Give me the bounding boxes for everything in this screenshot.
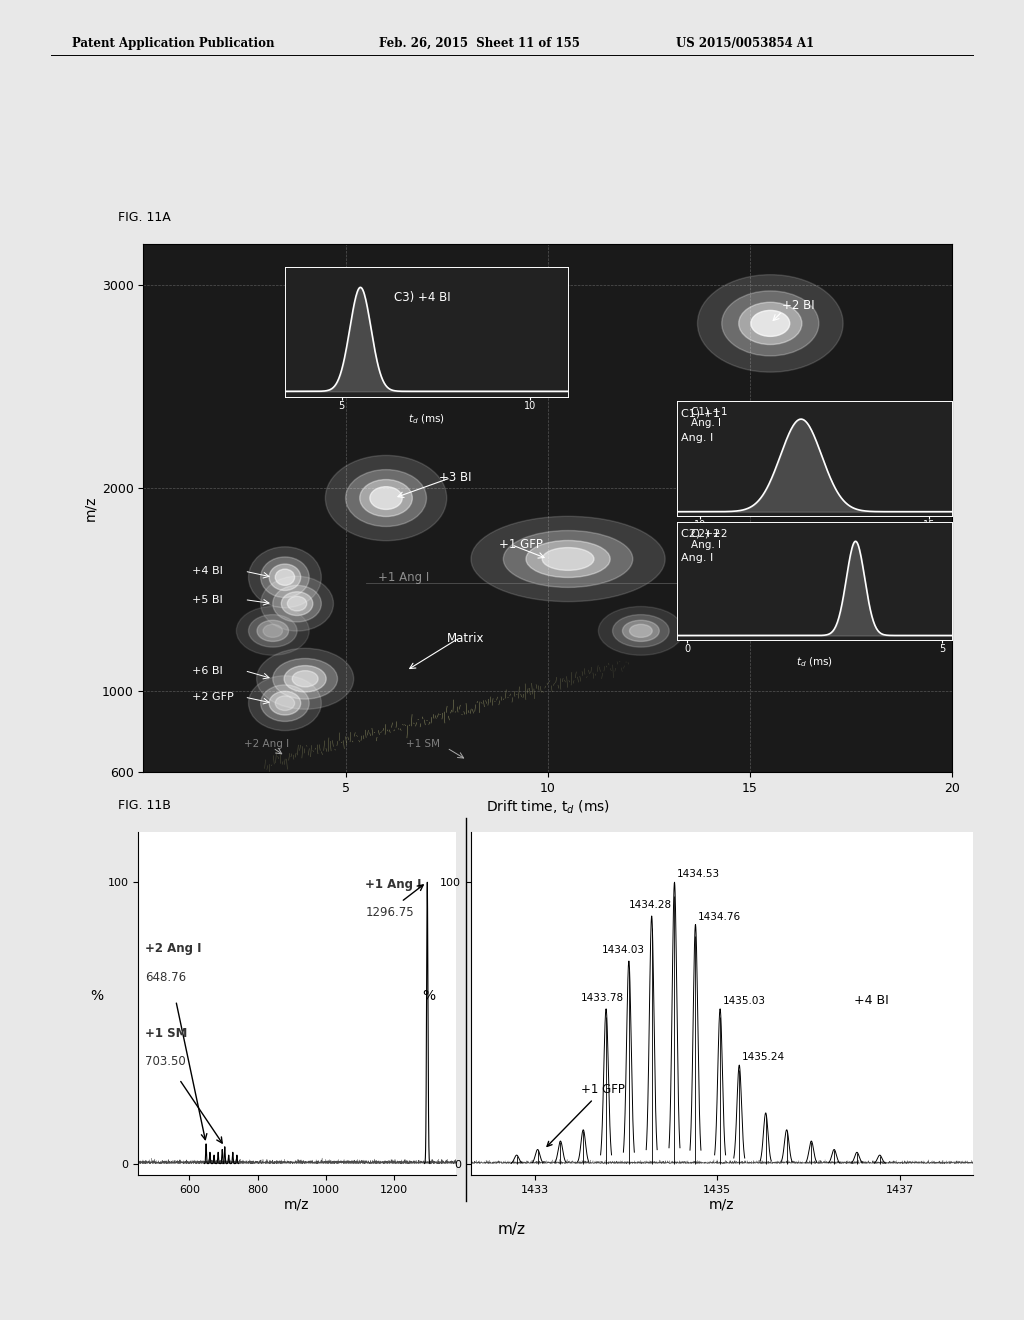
Ellipse shape: [504, 531, 633, 587]
Text: +4 BI: +4 BI: [191, 566, 223, 576]
Text: +1 Ang I: +1 Ang I: [378, 570, 429, 583]
Text: 1296.75: 1296.75: [366, 906, 414, 919]
Text: +1 GFP: +1 GFP: [500, 539, 543, 552]
Text: +1 SM: +1 SM: [145, 1027, 187, 1040]
Text: C1) +1: C1) +1: [681, 409, 720, 418]
Ellipse shape: [359, 479, 413, 516]
Ellipse shape: [263, 624, 283, 638]
Ellipse shape: [630, 624, 652, 638]
Text: C3) +4 BI: C3) +4 BI: [394, 290, 451, 304]
Text: 1434.76: 1434.76: [698, 912, 741, 921]
Ellipse shape: [334, 297, 398, 362]
Ellipse shape: [317, 281, 415, 379]
Text: +1 GFP: +1 GFP: [547, 1084, 625, 1146]
Text: +5 BI: +5 BI: [191, 594, 222, 605]
Text: +2 GFP: +2 GFP: [191, 692, 233, 702]
Y-axis label: m/z: m/z: [84, 495, 97, 521]
Ellipse shape: [272, 585, 322, 622]
Y-axis label: %: %: [90, 989, 103, 1003]
Ellipse shape: [345, 309, 387, 351]
Ellipse shape: [471, 516, 666, 602]
Ellipse shape: [292, 671, 318, 686]
Ellipse shape: [249, 676, 322, 730]
Ellipse shape: [722, 290, 819, 356]
Ellipse shape: [269, 564, 301, 590]
Ellipse shape: [237, 606, 309, 655]
Text: Patent Application Publication: Patent Application Publication: [72, 37, 274, 50]
Ellipse shape: [353, 317, 379, 342]
Ellipse shape: [623, 620, 659, 642]
Ellipse shape: [326, 455, 446, 541]
Ellipse shape: [275, 696, 295, 710]
Text: 1435.03: 1435.03: [723, 997, 766, 1006]
Text: 1434.53: 1434.53: [677, 870, 720, 879]
Ellipse shape: [346, 470, 427, 527]
Text: +2 Ang I: +2 Ang I: [245, 739, 290, 748]
Text: +6 BI: +6 BI: [191, 665, 222, 676]
Text: FIG. 11B: FIG. 11B: [118, 799, 171, 812]
Ellipse shape: [526, 540, 610, 577]
Text: +4 BI: +4 BI: [854, 994, 889, 1007]
Ellipse shape: [370, 487, 402, 510]
Text: Ang. I: Ang. I: [681, 433, 714, 444]
Ellipse shape: [598, 606, 683, 655]
X-axis label: Drift time, t$_d$ (ms): Drift time, t$_d$ (ms): [485, 799, 610, 817]
Text: 1434.03: 1434.03: [601, 945, 644, 956]
Text: 648.76: 648.76: [145, 970, 186, 983]
Text: US 2015/0053854 A1: US 2015/0053854 A1: [676, 37, 814, 50]
Text: FIG. 11A: FIG. 11A: [118, 211, 171, 224]
Ellipse shape: [257, 620, 289, 642]
Ellipse shape: [272, 659, 338, 700]
Text: Ang. I: Ang. I: [681, 553, 714, 562]
Ellipse shape: [275, 569, 295, 585]
Ellipse shape: [261, 577, 334, 631]
Text: +1 SM: +1 SM: [407, 739, 440, 748]
Ellipse shape: [751, 310, 790, 337]
X-axis label: m/z: m/z: [285, 1197, 309, 1212]
Ellipse shape: [269, 692, 301, 715]
Y-axis label: %: %: [423, 989, 436, 1003]
Ellipse shape: [249, 615, 297, 647]
Ellipse shape: [542, 548, 594, 570]
Text: +2 Ang I: +2 Ang I: [145, 942, 202, 956]
Ellipse shape: [282, 591, 313, 615]
Ellipse shape: [612, 615, 670, 647]
Text: C2) +2: C2) +2: [681, 528, 721, 539]
Text: +2 BI: +2 BI: [782, 298, 815, 312]
Ellipse shape: [697, 275, 843, 372]
Text: Feb. 26, 2015  Sheet 11 of 155: Feb. 26, 2015 Sheet 11 of 155: [379, 37, 580, 50]
Ellipse shape: [249, 546, 322, 607]
Text: 703.50: 703.50: [145, 1055, 185, 1068]
Text: 1434.28: 1434.28: [629, 900, 672, 911]
Ellipse shape: [261, 557, 309, 598]
Text: 1435.24: 1435.24: [742, 1052, 785, 1063]
Text: Matrix: Matrix: [446, 632, 484, 644]
Text: 1433.78: 1433.78: [581, 993, 624, 1003]
Text: +1 Ang I: +1 Ang I: [366, 878, 422, 891]
Text: +3 BI: +3 BI: [438, 471, 471, 484]
Ellipse shape: [284, 665, 327, 692]
Ellipse shape: [738, 302, 802, 345]
Ellipse shape: [261, 685, 309, 722]
Ellipse shape: [257, 648, 353, 709]
Text: m/z: m/z: [498, 1222, 526, 1237]
X-axis label: m/z: m/z: [710, 1197, 734, 1212]
Ellipse shape: [288, 597, 307, 611]
